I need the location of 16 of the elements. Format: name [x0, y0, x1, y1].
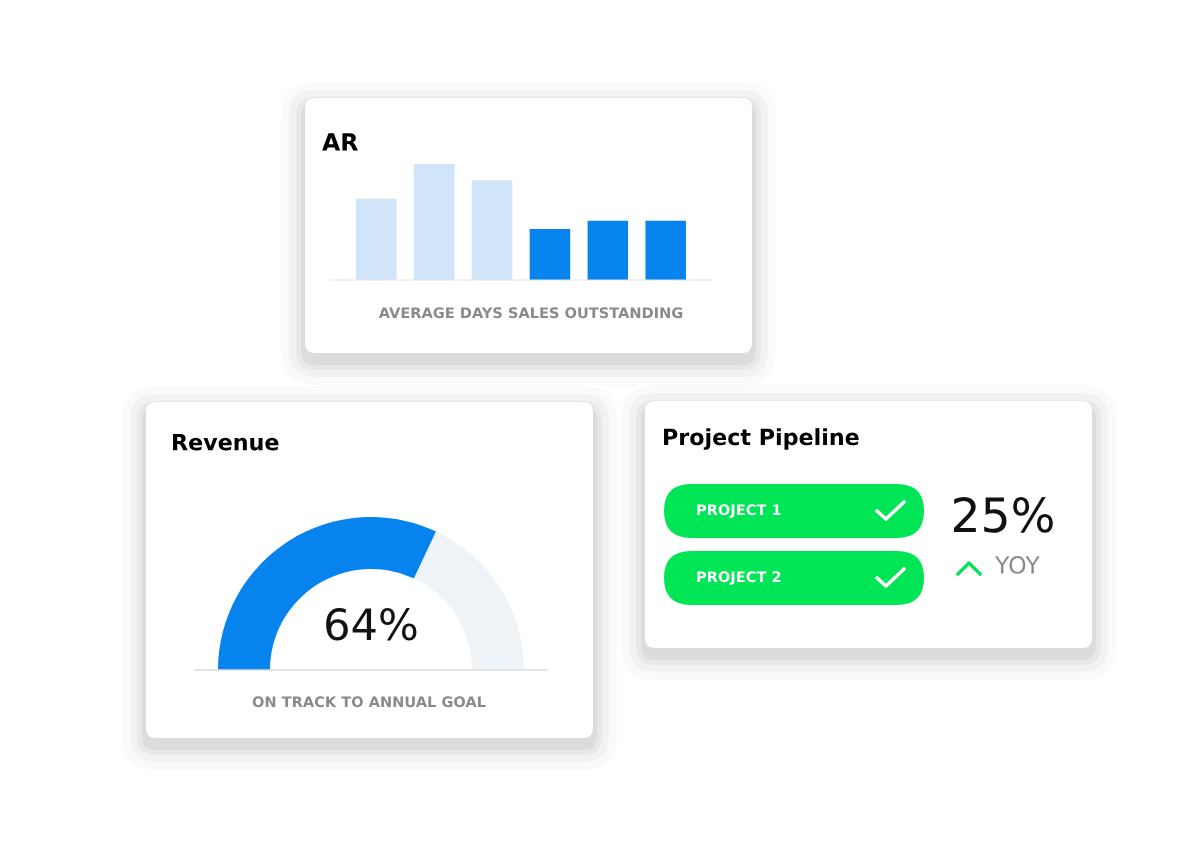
text: YOY — [994, 555, 1040, 574]
text: Project Pipeline — [664, 428, 859, 450]
bar — [587, 220, 629, 280]
text: ON TRACK TO ANNUAL GOAL — [252, 696, 486, 708]
data-label: 64% — [326, 607, 417, 641]
text: 25% — [953, 496, 1053, 533]
chart-title: Revenue — [173, 433, 279, 451]
bar — [413, 163, 455, 280]
text: PROJECT 2 — [697, 571, 781, 585]
bar — [529, 228, 571, 280]
x-axis-title: AVERAGE DAYS SALES OUTSTANDING — [378, 307, 683, 319]
chart-title: AR — [322, 133, 358, 151]
text: PROJECT 1 — [697, 504, 781, 518]
bar — [645, 220, 686, 280]
bar — [356, 198, 397, 280]
bar — [471, 180, 513, 280]
